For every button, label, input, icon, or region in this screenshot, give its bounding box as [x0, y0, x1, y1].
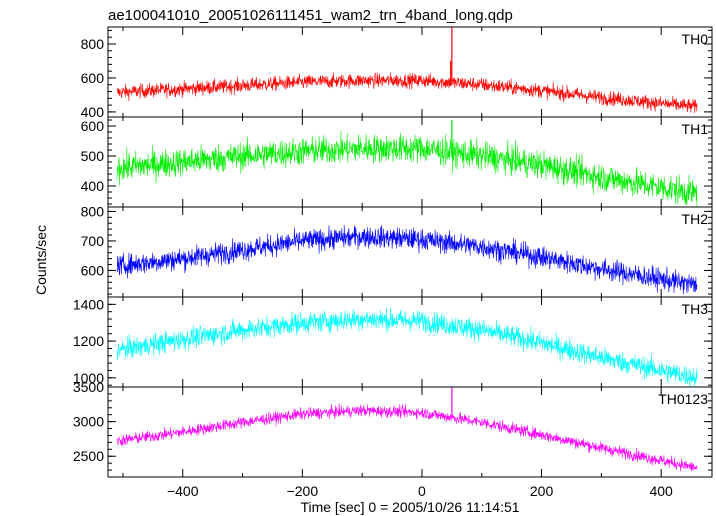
y-tick-label: 800 [81, 203, 105, 219]
panel-label-th0123: TH0123 [658, 391, 708, 407]
x-axis-label: Time [sec] 0 = 2005/10/26 11:14:51 [300, 499, 519, 515]
y-tick-label: 1200 [73, 333, 104, 349]
y-tick-label: 500 [81, 148, 105, 164]
y-axis-label: Counts/sec [33, 225, 49, 295]
y-tick-label: 600 [81, 262, 105, 278]
series-line-th3 [116, 307, 698, 387]
x-tick-label: 0 [418, 483, 426, 499]
y-tick-label: 2500 [73, 448, 104, 464]
panel-frame [107, 386, 713, 478]
panel-th0123: 2500 3000 3500 TH0123 [73, 379, 713, 478]
series-line-th2 [116, 224, 698, 295]
panel-label-th1: TH1 [682, 121, 709, 137]
y-tick-label: 400 [81, 104, 105, 120]
panel-label-th2: TH2 [682, 211, 709, 227]
y-tick-label: 600 [81, 118, 105, 134]
x-tick-label: 400 [649, 483, 673, 499]
panel-label-th3: TH3 [682, 301, 709, 317]
chart-title: ae100041010_20051026111451_wam2_trn_4ban… [108, 7, 513, 24]
panel-th2: 600 700 800 TH2 [81, 203, 713, 298]
series-line-th0123 [116, 403, 698, 472]
x-tick-label: −200 [287, 483, 319, 499]
y-tick-label: 400 [81, 178, 105, 194]
y-tick-label: 1400 [73, 296, 104, 312]
y-tick-label: 1000 [73, 370, 104, 386]
series-line-th0 [116, 72, 698, 114]
x-tick-label: −400 [167, 483, 199, 499]
panel-th3: 1000 1200 1400 TH3 [73, 296, 713, 388]
x-tick-label: 200 [530, 483, 554, 499]
y-tick-label: 800 [81, 36, 105, 52]
y-tick-label: 3500 [73, 379, 104, 395]
y-tick-label: 3000 [73, 414, 104, 430]
y-tick-label: 700 [81, 233, 105, 249]
y-tick-label: 600 [81, 70, 105, 86]
panel-label-th0: TH0 [682, 31, 709, 47]
panel-th1: 400 500 600 TH1 [81, 116, 713, 208]
series-line-th1 [116, 130, 698, 207]
panel-th0: 400 600 800 TH0 [81, 26, 713, 120]
